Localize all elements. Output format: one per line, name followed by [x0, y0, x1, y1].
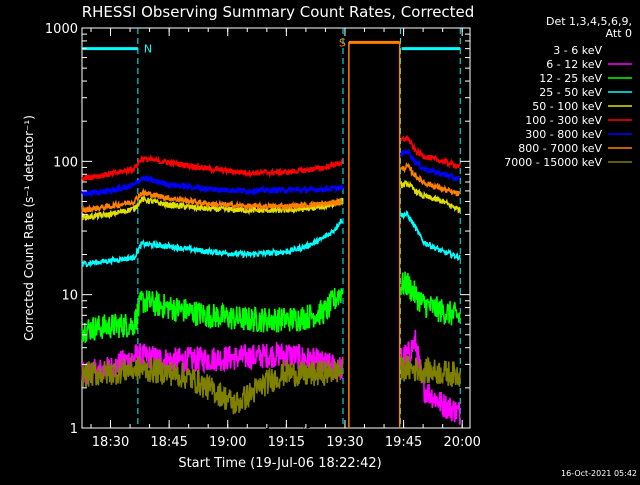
x-tick-label: 19:00 — [209, 435, 246, 450]
series-line — [81, 154, 343, 182]
y-axis-ticks: 1 10 100 1000 — [45, 22, 470, 437]
series-line — [265, 390, 311, 433]
flag-label: S — [339, 36, 346, 49]
x-tick-label: 18:45 — [150, 435, 187, 450]
legend-header-line-2: Att 0 — [606, 27, 632, 40]
legend-header-line-1: Det 1,3,4,5,6,9, — [546, 15, 632, 28]
y-tick-label: 100 — [53, 155, 78, 170]
series-line — [81, 218, 344, 268]
x-tick-label: 18:30 — [92, 435, 129, 450]
y-tick-label: 1 — [70, 422, 78, 437]
legend-label: 25 - 50 keV — [539, 86, 602, 99]
y-tick-label: 1000 — [45, 22, 78, 37]
x-tick-label: 20:00 — [443, 435, 480, 450]
y-tick-label: 10 — [61, 289, 78, 304]
legend-label: 12 - 25 keV — [539, 72, 602, 85]
y-axis-label: Corrected Count Rate (s⁻¹ detector⁻¹) — [22, 115, 36, 341]
legend-label: 3 - 6 keV — [553, 44, 602, 57]
series-line — [81, 173, 344, 198]
series-line — [400, 135, 461, 170]
series-line — [81, 356, 344, 415]
x-axis-label: Start Time (19-Jul-06 18:22:42) — [178, 456, 381, 471]
series-line — [81, 196, 343, 221]
series-line — [400, 271, 461, 326]
series-line — [400, 209, 461, 261]
chart-title: RHESSI Observing Summary Count Rates, Co… — [82, 3, 475, 21]
footer-date: 16-Oct-2021 05:42 — [561, 469, 637, 478]
legend-label: 6 - 12 keV — [546, 58, 602, 71]
legend-label: 300 - 800 keV — [525, 128, 602, 141]
series-line — [81, 187, 343, 214]
series-line — [81, 342, 344, 386]
x-tick-label: 19:15 — [268, 435, 305, 450]
series-line — [400, 329, 461, 425]
x-tick-label: 19:30 — [326, 435, 363, 450]
series-line — [400, 354, 461, 387]
x-tick-label: 19:45 — [385, 435, 422, 450]
legend-label: 7000 - 15000 keV — [504, 156, 602, 169]
series-line — [400, 149, 461, 182]
x-axis-ticks: 18:30 18:45 19:00 19:15 19:30 19:45 20:00 — [90, 28, 481, 450]
legend-label: 800 - 7000 keV — [518, 142, 602, 155]
series-line — [400, 162, 461, 197]
legend-label: 50 - 100 keV — [532, 100, 602, 113]
series-line — [81, 287, 344, 344]
flag-label: N — [144, 43, 152, 56]
legend-label: 100 - 300 keV — [525, 114, 602, 127]
series-line — [400, 179, 461, 214]
plot-frame — [81, 27, 471, 429]
